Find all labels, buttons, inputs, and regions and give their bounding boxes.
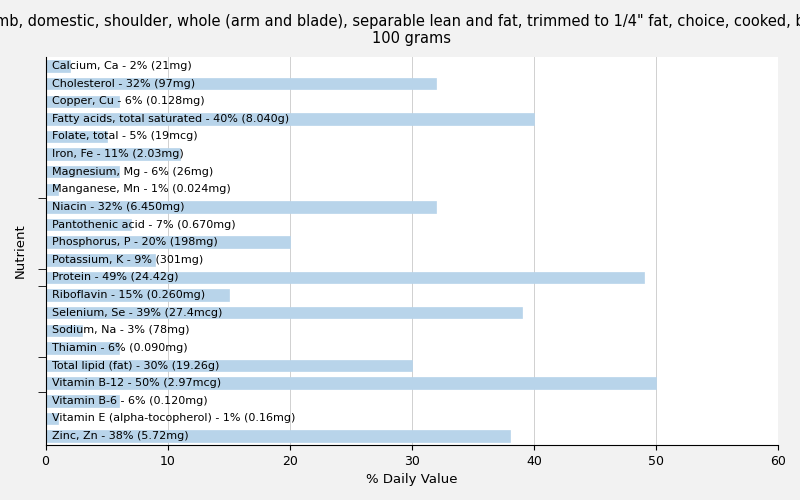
Text: Total lipid (fat) - 30% (19.26g): Total lipid (fat) - 30% (19.26g)	[52, 360, 219, 370]
Text: Riboflavin - 15% (0.260mg): Riboflavin - 15% (0.260mg)	[52, 290, 205, 300]
Y-axis label: Nutrient: Nutrient	[14, 224, 27, 278]
Bar	[46, 60, 70, 72]
Text: Niacin - 32% (6.450mg): Niacin - 32% (6.450mg)	[52, 202, 184, 212]
Bar	[46, 395, 118, 406]
X-axis label: % Daily Value: % Daily Value	[366, 473, 458, 486]
Text: Vitamin E (alpha-tocopherol) - 1% (0.16mg): Vitamin E (alpha-tocopherol) - 1% (0.16m…	[52, 414, 295, 424]
Text: Iron, Fe - 11% (2.03mg): Iron, Fe - 11% (2.03mg)	[52, 149, 183, 159]
Text: Potassium, K - 9% (301mg): Potassium, K - 9% (301mg)	[52, 255, 203, 265]
Text: Thiamin - 6% (0.090mg): Thiamin - 6% (0.090mg)	[52, 343, 187, 353]
Bar	[46, 113, 534, 124]
Bar	[46, 254, 155, 266]
Text: Zinc, Zn - 38% (5.72mg): Zinc, Zn - 38% (5.72mg)	[52, 431, 188, 441]
Text: Vitamin B-6 - 6% (0.120mg): Vitamin B-6 - 6% (0.120mg)	[52, 396, 207, 406]
Bar	[46, 96, 118, 107]
Bar	[46, 78, 436, 90]
Text: Protein - 49% (24.42g): Protein - 49% (24.42g)	[52, 272, 178, 282]
Bar	[46, 378, 656, 389]
Text: Vitamin B-12 - 50% (2.97mcg): Vitamin B-12 - 50% (2.97mcg)	[52, 378, 221, 388]
Text: Pantothenic acid - 7% (0.670mg): Pantothenic acid - 7% (0.670mg)	[52, 220, 235, 230]
Bar	[46, 166, 118, 177]
Text: Sodium, Na - 3% (78mg): Sodium, Na - 3% (78mg)	[52, 326, 189, 336]
Bar	[46, 236, 290, 248]
Bar	[46, 307, 522, 318]
Text: Manganese, Mn - 1% (0.024mg): Manganese, Mn - 1% (0.024mg)	[52, 184, 230, 194]
Bar	[46, 272, 644, 283]
Bar	[46, 219, 131, 230]
Bar	[46, 412, 58, 424]
Bar	[46, 201, 436, 212]
Bar	[46, 360, 412, 372]
Text: Fatty acids, total saturated - 40% (8.040g): Fatty acids, total saturated - 40% (8.04…	[52, 114, 289, 124]
Bar	[46, 290, 229, 301]
Bar	[46, 342, 118, 353]
Text: Folate, total - 5% (19mcg): Folate, total - 5% (19mcg)	[52, 132, 198, 141]
Bar	[46, 324, 82, 336]
Text: Copper, Cu - 6% (0.128mg): Copper, Cu - 6% (0.128mg)	[52, 96, 204, 106]
Text: Selenium, Se - 39% (27.4mcg): Selenium, Se - 39% (27.4mcg)	[52, 308, 222, 318]
Bar	[46, 148, 180, 160]
Title: Lamb, domestic, shoulder, whole (arm and blade), separable lean and fat, trimmed: Lamb, domestic, shoulder, whole (arm and…	[0, 14, 800, 46]
Text: Phosphorus, P - 20% (198mg): Phosphorus, P - 20% (198mg)	[52, 237, 218, 247]
Text: Cholesterol - 32% (97mg): Cholesterol - 32% (97mg)	[52, 78, 194, 88]
Bar	[46, 430, 510, 442]
Bar	[46, 130, 106, 142]
Text: Calcium, Ca - 2% (21mg): Calcium, Ca - 2% (21mg)	[52, 61, 191, 71]
Text: Magnesium, Mg - 6% (26mg): Magnesium, Mg - 6% (26mg)	[52, 166, 213, 176]
Bar	[46, 184, 58, 195]
